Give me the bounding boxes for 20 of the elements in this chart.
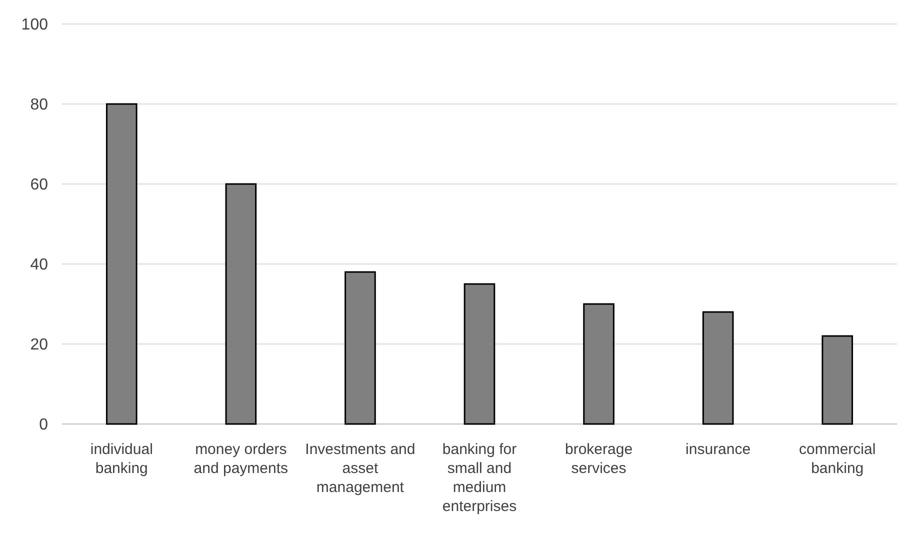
y-tick-label: 20 <box>30 336 48 354</box>
x-tick-label: money orders and payments <box>194 441 288 477</box>
bar <box>583 303 614 425</box>
x-tick-label: banking for small and medium enterprises <box>442 441 517 515</box>
bar <box>464 283 496 425</box>
y-tick-label: 100 <box>21 16 48 34</box>
y-tick-label: 0 <box>39 416 48 434</box>
bar <box>344 271 376 425</box>
x-tick-label: insurance <box>686 441 751 458</box>
bar <box>225 183 257 425</box>
y-tick-label: 40 <box>30 256 48 274</box>
x-tick-label: commercial banking <box>799 441 876 477</box>
x-tick-label: Investments and asset management <box>305 441 416 496</box>
x-tick-label: brokerage services <box>565 441 633 477</box>
bar <box>702 311 734 425</box>
x-tick-label: individual banking <box>90 441 153 477</box>
bar <box>106 103 138 425</box>
bar <box>822 335 854 425</box>
y-tick-label: 60 <box>30 176 48 194</box>
y-tick-label: 80 <box>30 96 48 114</box>
